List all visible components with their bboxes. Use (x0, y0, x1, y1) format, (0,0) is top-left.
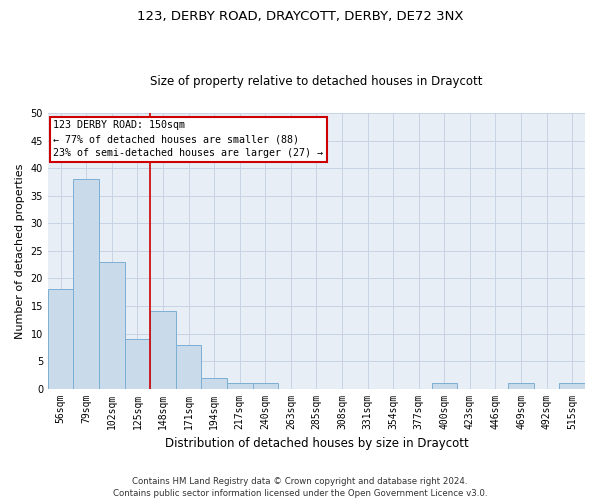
Bar (176, 344, 202, 389)
Y-axis label: Number of detached properties: Number of detached properties (15, 163, 25, 338)
Bar (48, 290, 73, 388)
Bar (559, 383, 585, 388)
Bar (125, 339, 150, 388)
X-axis label: Distribution of detached houses by size in Draycott: Distribution of detached houses by size … (164, 437, 469, 450)
Text: 123 DERBY ROAD: 150sqm
← 77% of detached houses are smaller (88)
23% of semi-det: 123 DERBY ROAD: 150sqm ← 77% of detached… (53, 120, 323, 158)
Bar (73, 180, 99, 388)
Text: 123, DERBY ROAD, DRAYCOTT, DERBY, DE72 3NX: 123, DERBY ROAD, DRAYCOTT, DERBY, DE72 3… (137, 10, 463, 23)
Bar (253, 383, 278, 388)
Bar (431, 383, 457, 388)
Title: Size of property relative to detached houses in Draycott: Size of property relative to detached ho… (150, 76, 483, 88)
Bar (99, 262, 125, 388)
Bar (227, 383, 253, 388)
Bar (508, 383, 534, 388)
Bar (202, 378, 227, 388)
Text: Contains HM Land Registry data © Crown copyright and database right 2024.
Contai: Contains HM Land Registry data © Crown c… (113, 476, 487, 498)
Bar (150, 312, 176, 388)
